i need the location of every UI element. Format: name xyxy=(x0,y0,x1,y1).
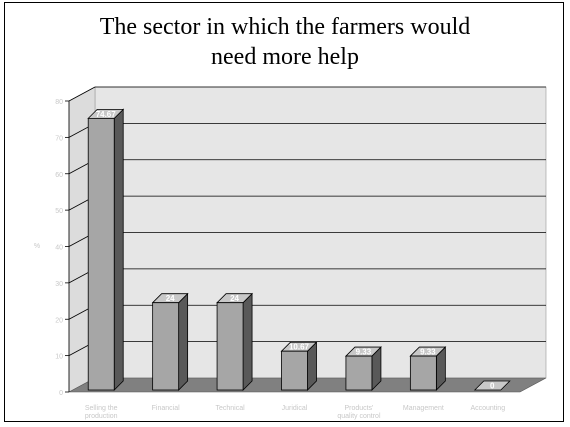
x-tick-label: Financial xyxy=(152,405,180,412)
data-label: 24 xyxy=(230,294,239,303)
x-tick-label: Accounting xyxy=(470,405,505,412)
x-tick-label: Juridical xyxy=(282,405,308,412)
chart-title: The sector in which the farmers would ne… xyxy=(0,12,570,72)
bar xyxy=(281,350,308,391)
bar xyxy=(473,380,511,391)
bar xyxy=(152,302,180,391)
bar xyxy=(345,355,373,391)
x-tick-label: Management xyxy=(403,405,444,412)
bar xyxy=(216,302,244,391)
chart-title-line-2: need more help xyxy=(211,44,359,70)
y-tick-label: 70 xyxy=(55,135,63,142)
data-label: 74.67 xyxy=(96,110,117,119)
y-tick-label: 0 xyxy=(59,390,63,397)
x-tick-label: Products' xyxy=(344,405,373,412)
bar-side xyxy=(113,108,124,391)
bar-side xyxy=(242,292,253,391)
y-axis-label: % xyxy=(34,243,40,250)
gridline-side xyxy=(68,86,96,102)
y-tick-label: 50 xyxy=(55,208,63,215)
x-tick-label: Technical xyxy=(215,405,245,412)
bar-side xyxy=(178,292,189,391)
x-tick-label: quality control xyxy=(337,413,381,420)
y-tick-label: 40 xyxy=(55,245,63,252)
bar xyxy=(87,117,115,391)
y-tick-label: 10 xyxy=(55,354,63,361)
data-label: 24 xyxy=(166,294,175,303)
y-tick-label: 80 xyxy=(55,99,63,106)
data-label: 9.33 xyxy=(356,348,372,357)
data-label: 10.67 xyxy=(289,343,310,352)
bar xyxy=(409,355,437,391)
chart-title-line-1: The sector in which the farmers would xyxy=(99,14,471,40)
y-tick-label: 20 xyxy=(55,317,63,324)
y-tick-label: 60 xyxy=(55,172,63,179)
data-label: 0 xyxy=(490,382,495,391)
x-tick-label: production xyxy=(85,413,118,420)
y-tick-label: 30 xyxy=(55,281,63,288)
x-tick-label: Selling the xyxy=(85,405,118,412)
data-label: 9.33 xyxy=(420,348,436,357)
